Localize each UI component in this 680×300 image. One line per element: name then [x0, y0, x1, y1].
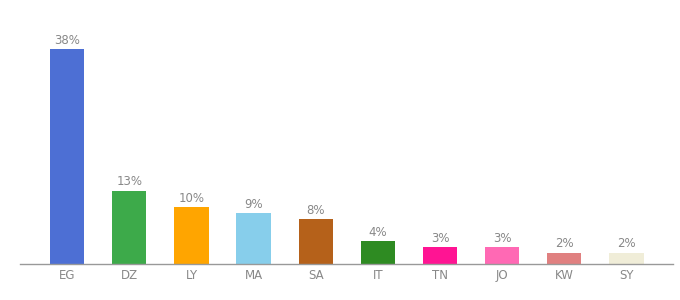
Bar — [609, 253, 643, 264]
Bar — [237, 213, 271, 264]
Text: 2%: 2% — [555, 237, 574, 250]
Text: 4%: 4% — [369, 226, 387, 239]
Bar — [50, 49, 84, 264]
Text: 13%: 13% — [116, 175, 142, 188]
Bar — [174, 208, 209, 264]
Bar — [112, 190, 146, 264]
Text: 9%: 9% — [244, 198, 263, 211]
Text: 2%: 2% — [617, 237, 636, 250]
Text: 38%: 38% — [54, 34, 80, 47]
Bar — [423, 247, 457, 264]
Text: 8%: 8% — [307, 203, 325, 217]
Text: 3%: 3% — [493, 232, 511, 245]
Bar — [485, 247, 520, 264]
Bar — [361, 242, 395, 264]
Text: 10%: 10% — [178, 192, 205, 205]
Bar — [547, 253, 581, 264]
Bar — [299, 219, 333, 264]
Text: 3%: 3% — [430, 232, 449, 245]
